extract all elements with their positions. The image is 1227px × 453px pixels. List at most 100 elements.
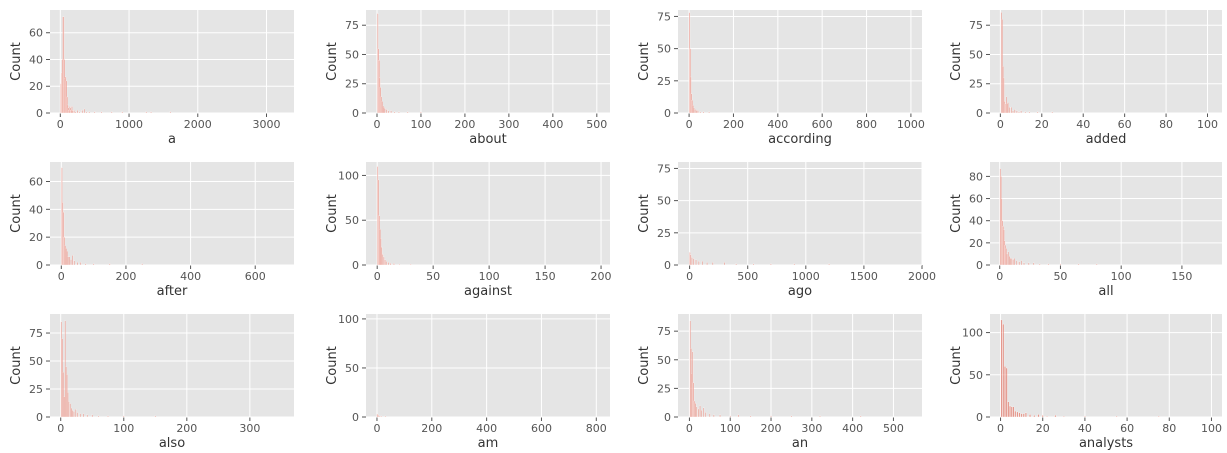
- y-tick-label: 75: [657, 10, 671, 23]
- x-tick-label: 400: [542, 118, 563, 131]
- histogram-bar: [1003, 77, 1005, 114]
- x-tick-label: 40: [1078, 422, 1092, 435]
- x-tick-label: 200: [761, 422, 782, 435]
- x-tick-label: 80: [1159, 118, 1173, 131]
- histogram-bar: [691, 257, 693, 266]
- histogram-bar: [76, 262, 79, 266]
- histogram-bar: [76, 110, 79, 114]
- histogram-bar: [73, 260, 75, 266]
- histogram-bar: [695, 110, 698, 114]
- histogram-bar: [1084, 416, 1086, 418]
- histogram-bar: [91, 414, 93, 418]
- y-tick-label: 25: [29, 383, 43, 396]
- x-tick-label: 0: [374, 270, 381, 283]
- histogram-bar: [1014, 109, 1016, 114]
- subplot-1: 0 1000 2000 3000 0 20 40 60 a Count: [9, 10, 294, 147]
- y-tick-label: 50: [657, 43, 671, 56]
- subplot-8: 0 50 100 150 0 20 40 60 80 all Count: [949, 162, 1222, 299]
- histogram-bar: [793, 263, 795, 266]
- x-tick-label: 0: [57, 422, 64, 435]
- histogram-bar: [72, 110, 74, 114]
- x-tick-label: 50: [1053, 270, 1067, 283]
- histogram-bar: [80, 262, 82, 266]
- histogram-bar: [1037, 414, 1040, 418]
- y-tick-label: 50: [657, 354, 671, 367]
- histogram-bar: [393, 111, 396, 114]
- histogram-bar: [1016, 260, 1018, 266]
- y-tick-label: 0: [976, 259, 983, 272]
- histogram-bar: [381, 246, 383, 266]
- y-tick-label: 40: [29, 53, 43, 66]
- histogram-bar: [1157, 416, 1160, 418]
- histogram-bar: [699, 111, 701, 114]
- y-tick-label: 25: [969, 78, 983, 91]
- histogram-bar: [100, 111, 103, 114]
- histogram-bar: [1047, 263, 1049, 266]
- x-tick-label: 20: [1035, 118, 1049, 131]
- histogram-bar: [111, 111, 113, 114]
- y-tick-label: 60: [969, 193, 983, 206]
- histogram-bar: [70, 259, 72, 266]
- histogram-bar: [1023, 262, 1025, 266]
- x-tick-label: 100: [113, 422, 134, 435]
- histogram-bar: [719, 414, 721, 418]
- x-tick-label: 100: [1201, 422, 1222, 435]
- histogram-bar: [141, 263, 143, 266]
- subplot-12: 0 20 40 60 80 100 0 50 100 analysts Count: [949, 314, 1222, 451]
- x-tick-label: 3000: [253, 118, 281, 131]
- y-tick-label: 0: [664, 411, 671, 424]
- histogram-bar: [389, 263, 392, 266]
- x-tick-label: 1000: [115, 118, 143, 131]
- x-tick-label: 100: [479, 270, 500, 283]
- y-tick-label: 75: [345, 19, 359, 32]
- y-tick-label: 75: [29, 327, 43, 340]
- histogram-bar: [723, 262, 726, 266]
- y-tick-label: 20: [29, 80, 43, 93]
- x-tick-label: 0: [997, 422, 1004, 435]
- plot-area: [990, 10, 1222, 113]
- y-tick-label: 25: [657, 227, 671, 240]
- histogram-bar: [694, 403, 697, 418]
- plot-area: [50, 10, 294, 113]
- histogram-bar: [386, 109, 388, 114]
- histogram-bar: [702, 111, 705, 114]
- x-tick-label: 40: [1076, 118, 1090, 131]
- histogram-bar: [1009, 106, 1011, 114]
- histogram-bar: [1002, 323, 1005, 418]
- histogram-bar: [169, 111, 171, 114]
- y-tick-label: 0: [36, 107, 43, 120]
- y-tick-label: 0: [664, 259, 671, 272]
- histogram-bar: [1024, 111, 1026, 114]
- plot-area: [990, 162, 1222, 265]
- histogram-bar: [407, 111, 409, 114]
- histogram-bar: [752, 263, 755, 266]
- histogram-bar: [693, 258, 695, 266]
- histogram-bar: [1009, 405, 1011, 418]
- x-axis-label: all: [1098, 284, 1113, 299]
- histogram-bar: [73, 411, 75, 418]
- y-axis-label: Count: [325, 42, 340, 81]
- histogram-bar: [384, 415, 386, 418]
- histogram-bar: [377, 414, 379, 418]
- y-axis-label: Count: [949, 42, 964, 81]
- histogram-bar: [1016, 110, 1018, 114]
- x-axis-label: after: [157, 284, 188, 299]
- histogram-bar: [701, 409, 703, 418]
- x-tick-label: 50: [426, 270, 440, 283]
- y-tick-label: 0: [36, 411, 43, 424]
- histogram-bar: [1007, 102, 1009, 114]
- histogram-bar: [420, 111, 422, 114]
- histogram-bar: [81, 110, 83, 114]
- y-axis-label: Count: [637, 346, 652, 385]
- x-axis-label: an: [792, 436, 808, 451]
- histogram-bar: [713, 414, 715, 418]
- histogram-bar: [85, 111, 88, 114]
- x-tick-label: 500: [737, 270, 758, 283]
- histogram-bar: [703, 407, 705, 418]
- plot-area: [990, 314, 1222, 417]
- histogram-bar: [1078, 263, 1080, 266]
- y-tick-label: 0: [352, 411, 359, 424]
- histogram-bar: [97, 415, 100, 418]
- x-tick-label: 200: [591, 270, 612, 283]
